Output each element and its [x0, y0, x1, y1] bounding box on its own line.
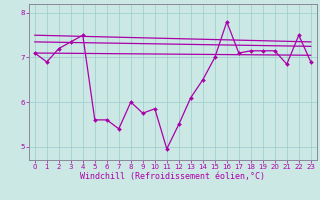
X-axis label: Windchill (Refroidissement éolien,°C): Windchill (Refroidissement éolien,°C) [80, 172, 265, 181]
